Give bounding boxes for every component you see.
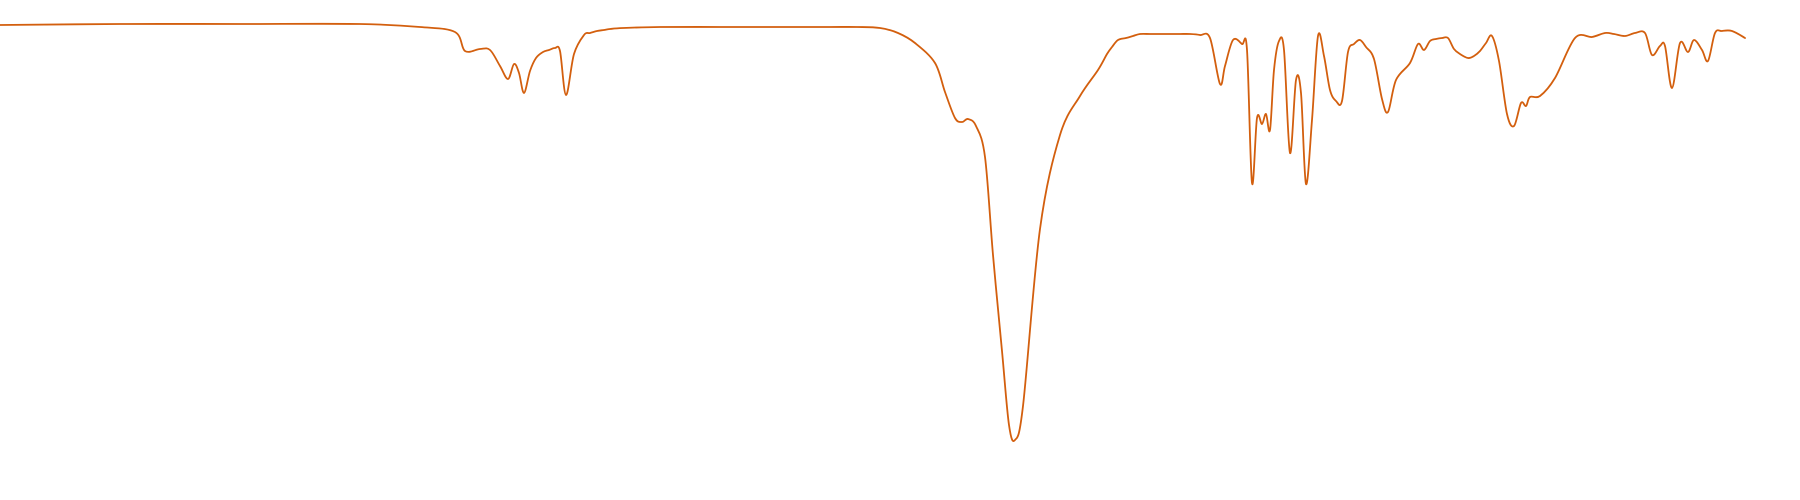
series-line-0 bbox=[0, 22, 1746, 442]
series-layer bbox=[0, 22, 1746, 442]
